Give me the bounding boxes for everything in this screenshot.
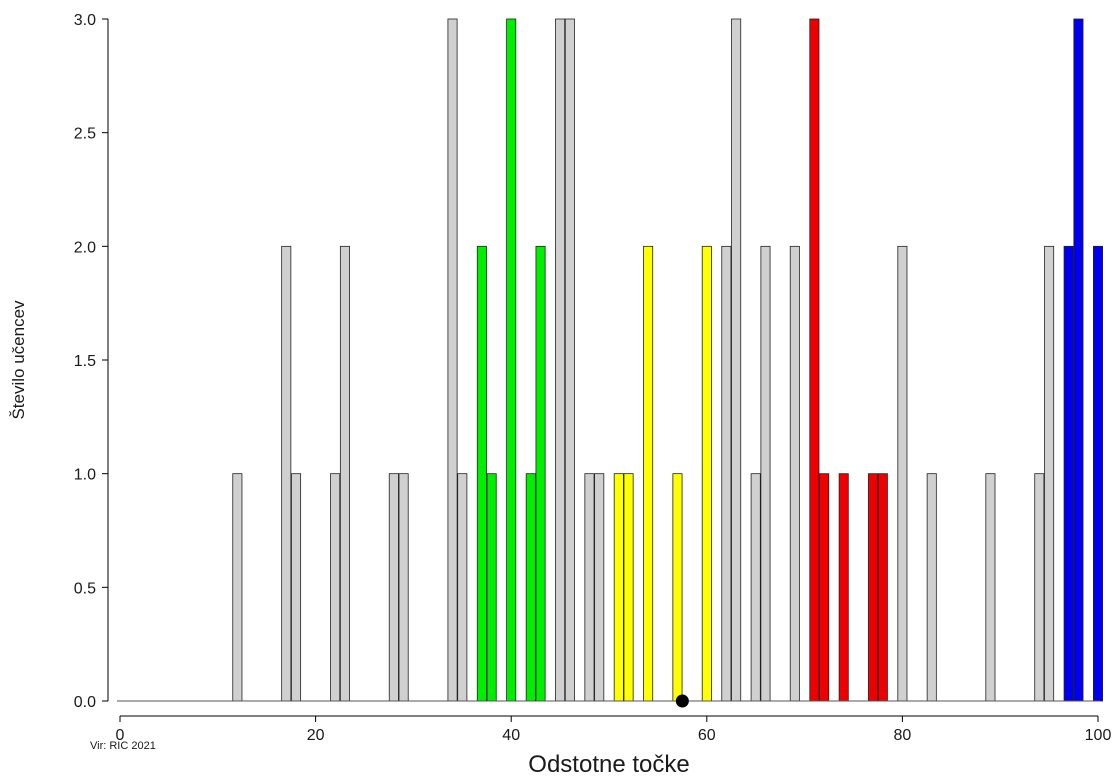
bar-red	[819, 473, 830, 702]
y-tick-label: 3.0	[74, 12, 96, 29]
bar-grey	[564, 18, 575, 702]
y-tick-label: 2.5	[74, 126, 96, 143]
bar-green	[535, 245, 546, 702]
y-tick-label: 0.5	[74, 580, 96, 597]
bar-grey	[731, 18, 742, 702]
x-tick-label: 60	[698, 727, 716, 744]
bar-grey	[398, 473, 409, 702]
x-tick-label: 100	[1085, 727, 1112, 744]
bar-yellow	[623, 473, 634, 702]
bar-yellow	[701, 245, 712, 702]
x-axis: 0 20 40 60 80 100	[116, 715, 1112, 744]
bar-grey	[789, 245, 800, 702]
bar-grey	[1044, 245, 1055, 702]
bar-grey	[750, 473, 761, 702]
y-tick-label: 0.0	[74, 694, 96, 711]
bars-layer	[232, 18, 1104, 702]
bar-grey	[281, 245, 292, 702]
bar-yellow	[613, 473, 624, 702]
bar-green	[506, 18, 517, 702]
y-tick-label: 2.0	[74, 239, 96, 256]
bar-green	[486, 473, 497, 702]
bar-grey	[291, 473, 302, 702]
bar-red	[877, 473, 888, 702]
bar-grey	[760, 245, 771, 702]
bar-yellow	[672, 473, 683, 702]
bar-grey	[584, 473, 595, 702]
bar-grey	[985, 473, 996, 702]
bar-grey	[1034, 473, 1045, 702]
bar-grey	[926, 473, 937, 702]
bar-grey	[339, 245, 350, 702]
x-tick-label: 80	[894, 727, 912, 744]
bar-red	[868, 473, 879, 702]
bar-grey	[388, 473, 399, 702]
average-marker	[675, 694, 689, 708]
y-tick-label: 1.5	[74, 353, 96, 370]
x-tick-label: 40	[502, 727, 520, 744]
bar-grey	[594, 473, 605, 702]
y-axis-title: Število učencev	[9, 300, 28, 420]
x-tick-label: 20	[307, 727, 325, 744]
bar-grey	[721, 245, 732, 702]
bar-grey	[232, 473, 243, 702]
y-tick-label: 1.0	[74, 467, 96, 484]
bar-green	[525, 473, 536, 702]
bar-green	[476, 245, 487, 702]
x-axis-title: Odstotne točke	[528, 751, 689, 778]
bar-blue	[1093, 245, 1104, 702]
bar-grey	[330, 473, 341, 702]
bar-red	[809, 18, 820, 702]
bar-red	[838, 473, 849, 702]
bar-grey	[457, 473, 468, 702]
source-note: Vir: RIC 2021	[90, 740, 156, 752]
bar-blue	[1063, 245, 1074, 702]
bar-grey	[447, 18, 458, 702]
x-tick-label: 0	[116, 727, 125, 744]
bar-grey	[897, 245, 908, 702]
bar-blue	[1073, 18, 1084, 702]
bar-grey	[555, 18, 566, 702]
bar-yellow	[643, 245, 654, 702]
y-axis: 0.0 0.5 1.0 1.5 2.0 2.5 3.0	[74, 12, 109, 711]
